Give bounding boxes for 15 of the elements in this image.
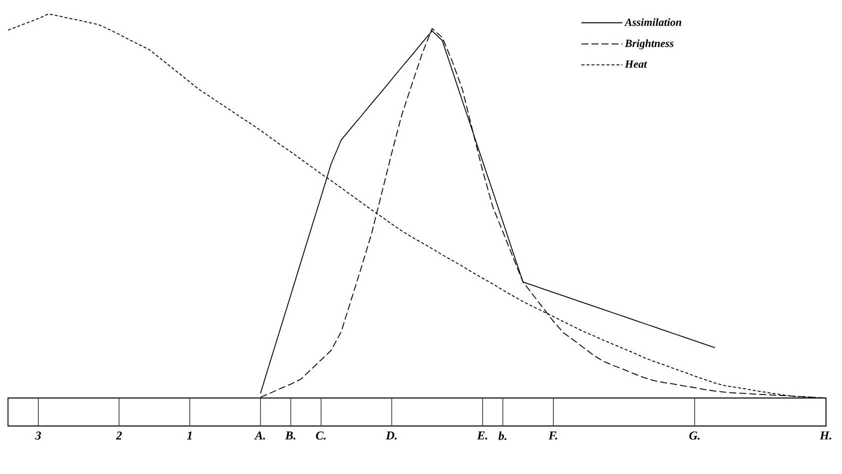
x-tick-label: 3 [35,432,41,440]
x-tick-label: 2 [116,432,122,440]
x-tick-label: F. [548,432,558,440]
x-tick-label: b. [498,432,506,440]
x-tick-label: 1 [187,432,192,440]
x-tick-label: A. [254,432,266,440]
x-tick-label: E. [477,432,488,440]
legend-label: Assimilation [624,18,682,26]
x-tick-label: H. [820,432,832,440]
x-tick-label: C. [316,432,326,440]
legend-label: Brightness [624,39,674,50]
x-tick-label: B. [285,432,296,440]
x-tick-label: D. [386,432,397,440]
x-tick-label: G. [689,432,700,440]
legend-label: Heat [624,60,648,68]
